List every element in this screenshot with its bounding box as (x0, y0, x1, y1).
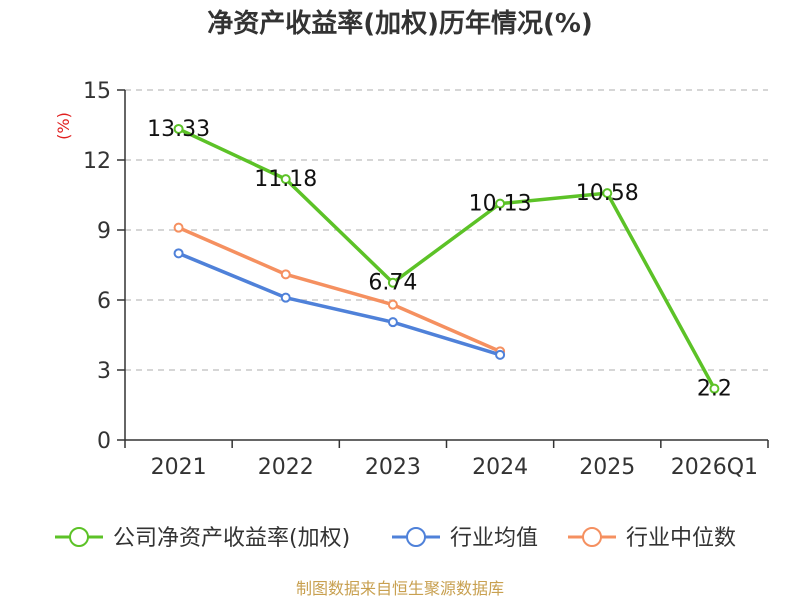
x-tick-label: 2026Q1 (671, 455, 758, 480)
chart-title: 净资产收益率(加权)历年情况(%) (207, 8, 593, 39)
data-label: 11.18 (254, 167, 317, 192)
data-label: 10.58 (576, 181, 639, 206)
data-point[interactable] (495, 349, 506, 360)
x-tick-label: 2021 (151, 455, 207, 480)
data-labels: 13.33 11.18 6.74 10.13 10.58 2.2 (147, 117, 732, 402)
legend[interactable]: 公司净资产收益率(加权) 行业均值 行业中位数 (55, 526, 736, 551)
data-point[interactable] (709, 383, 720, 394)
legend-marker-icon (582, 527, 602, 547)
data-label: 13.33 (147, 117, 210, 142)
data-point[interactable] (280, 269, 291, 280)
y-axis-unit: (%) (54, 112, 73, 140)
y-tick-label: 3 (97, 359, 111, 384)
data-label: 10.13 (469, 192, 532, 217)
x-tick-label: 2024 (472, 455, 528, 480)
legend-label: 公司净资产收益率(加权) (113, 526, 350, 551)
data-label: 6.74 (368, 271, 417, 296)
data-point[interactable] (387, 317, 398, 328)
legend-marker-icon (69, 527, 89, 547)
axes: 0 3 6 9 12 15 2021 2022 2023 2024 2025 2026Q1 (83, 79, 769, 480)
legend-marker-icon (406, 527, 426, 547)
legend-item[interactable]: 行业均值 (392, 526, 538, 551)
y-tick-label: 6 (97, 289, 111, 314)
series-line (177, 127, 716, 390)
x-tick-label: 2022 (258, 455, 314, 480)
data-point[interactable] (387, 277, 398, 288)
data-point[interactable] (173, 123, 184, 134)
legend-label: 行业中位数 (626, 526, 736, 551)
data-point[interactable] (173, 248, 184, 259)
x-tick-label: 2023 (365, 455, 421, 480)
data-label: 2.2 (697, 377, 732, 402)
data-point[interactable] (173, 222, 184, 233)
series (173, 123, 720, 394)
y-tick-label: 9 (97, 219, 111, 244)
x-tick-label: 2025 (579, 455, 635, 480)
legend-item[interactable]: 行业中位数 (568, 526, 736, 551)
series-line (177, 226, 501, 353)
data-point[interactable] (602, 188, 613, 199)
data-point[interactable] (280, 174, 291, 185)
series-line (177, 251, 501, 357)
data-point[interactable] (280, 292, 291, 303)
y-tick-label: 0 (97, 429, 111, 454)
source-note: 制图数据来自恒生聚源数据库 (296, 579, 504, 598)
legend-label: 行业均值 (450, 526, 538, 551)
y-tick-label: 15 (83, 79, 111, 104)
legend-item[interactable]: 公司净资产收益率(加权) (55, 526, 350, 551)
data-point[interactable] (387, 299, 398, 310)
y-tick-label: 12 (83, 149, 111, 174)
data-point[interactable] (495, 198, 506, 209)
grid-lines (125, 89, 768, 371)
